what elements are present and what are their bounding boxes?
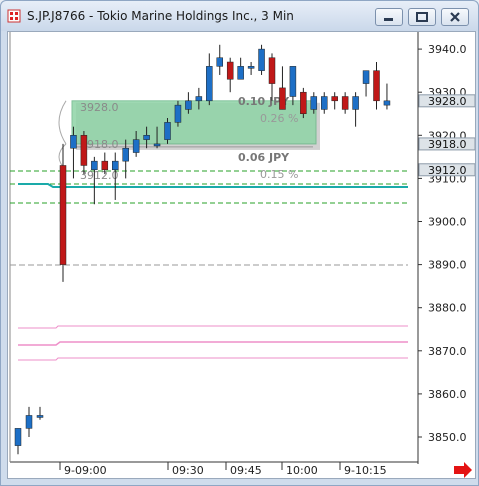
ruler-price-label: 3912.0	[80, 169, 119, 182]
candle-up[interactable]	[122, 147, 129, 162]
candle-up[interactable]	[164, 122, 171, 140]
candle-up[interactable]	[352, 96, 359, 110]
ruler-price-label: 3918.0	[80, 138, 119, 151]
price-marker-label: 3918.0	[428, 138, 467, 151]
candle-down[interactable]	[101, 160, 109, 171]
price-tick-label: 3870.0	[428, 345, 467, 358]
price-tick-label: 3940.0	[428, 43, 467, 56]
pink-lower-line	[18, 357, 408, 361]
candle-up[interactable]	[258, 48, 265, 71]
candle-up[interactable]	[132, 139, 140, 153]
ruler-annotation: 0.26 %	[260, 112, 298, 125]
close-icon	[450, 12, 460, 22]
ruler-annotation: 0.10 JPY	[238, 95, 290, 108]
close-button[interactable]	[441, 8, 469, 26]
candle-down[interactable]	[373, 70, 380, 102]
window-title: S.JP.J8766 - Tokio Marine Holdings Inc.,…	[27, 9, 294, 23]
price-tick-label: 3880.0	[428, 302, 467, 315]
pink-middle-line	[18, 341, 408, 346]
candle-down[interactable]	[59, 165, 67, 265]
price-tick-label: 3850.0	[428, 431, 467, 444]
candle-down[interactable]	[226, 61, 234, 80]
candle-up[interactable]	[143, 135, 150, 140]
moving-average-line	[18, 183, 408, 188]
candle-up[interactable]	[112, 160, 119, 171]
candle-down[interactable]	[331, 96, 338, 102]
maximize-icon	[416, 12, 428, 22]
minimize-icon	[384, 18, 393, 21]
price-marker-label: 3912.0	[428, 164, 467, 177]
candle-down[interactable]	[268, 57, 276, 84]
candlestick-chart[interactable]: 3928.0 3918.0 3912.0 0.10 JPY 0.26 % 0.06 JPY…	[8, 32, 476, 478]
candle-up[interactable]	[321, 96, 328, 110]
price-tick-label: 3900.0	[428, 216, 467, 229]
candle-up[interactable]	[310, 96, 318, 110]
candle-up[interactable]	[25, 415, 33, 429]
candle-up[interactable]	[174, 104, 182, 123]
time-tick-label: 9-09:00	[64, 464, 107, 477]
candle-up[interactable]	[247, 66, 255, 69]
candle-up[interactable]	[237, 66, 244, 80]
time-tick-label: 09:45	[230, 464, 262, 477]
title-bar[interactable]: S.JP.J8766 - Tokio Marine Holdings Inc.,…	[1, 1, 478, 31]
candle-up[interactable]	[14, 428, 22, 446]
candle-up[interactable]	[153, 143, 161, 147]
candle-up[interactable]	[195, 96, 203, 102]
time-tick-label: 9-10:15	[344, 464, 387, 477]
time-tick-label: 09:30	[172, 464, 204, 477]
price-tick-label: 3860.0	[428, 388, 467, 401]
candle-up[interactable]	[289, 66, 297, 97]
price-tick-label: 3890.0	[428, 259, 467, 272]
ruler-price-label: 3928.0	[80, 101, 119, 114]
chart-app-icon	[7, 9, 21, 23]
price-marker-label: 3928.0	[428, 95, 467, 108]
candle-up[interactable]	[185, 100, 192, 110]
candle-up[interactable]	[383, 100, 391, 106]
time-tick-label: 10:00	[286, 464, 318, 477]
ruler-annotation: 0.06 JPY	[238, 151, 290, 164]
candle-up[interactable]	[206, 66, 213, 102]
minimize-button[interactable]	[375, 8, 403, 26]
ruler-annotation: 0.15 %	[260, 168, 298, 181]
scroll-right-arrow-icon[interactable]	[454, 462, 472, 478]
candle-down[interactable]	[80, 135, 88, 166]
candle-up[interactable]	[216, 57, 223, 67]
pink-upper-line	[18, 325, 408, 329]
candle-down[interactable]	[341, 96, 349, 110]
candle-up[interactable]	[36, 415, 44, 418]
candle-down[interactable]	[300, 91, 307, 114]
chart-area: 3928.0 3918.0 3912.0 0.10 JPY 0.26 % 0.06 JPY…	[7, 31, 476, 479]
candle-up[interactable]	[362, 70, 370, 84]
candle-up[interactable]	[91, 160, 98, 171]
candle-down[interactable]	[279, 87, 286, 110]
candle-up[interactable]	[70, 135, 77, 149]
ruler-left-bracket	[58, 100, 67, 145]
maximize-button[interactable]	[408, 8, 436, 26]
ruler-box[interactable]	[71, 100, 317, 145]
